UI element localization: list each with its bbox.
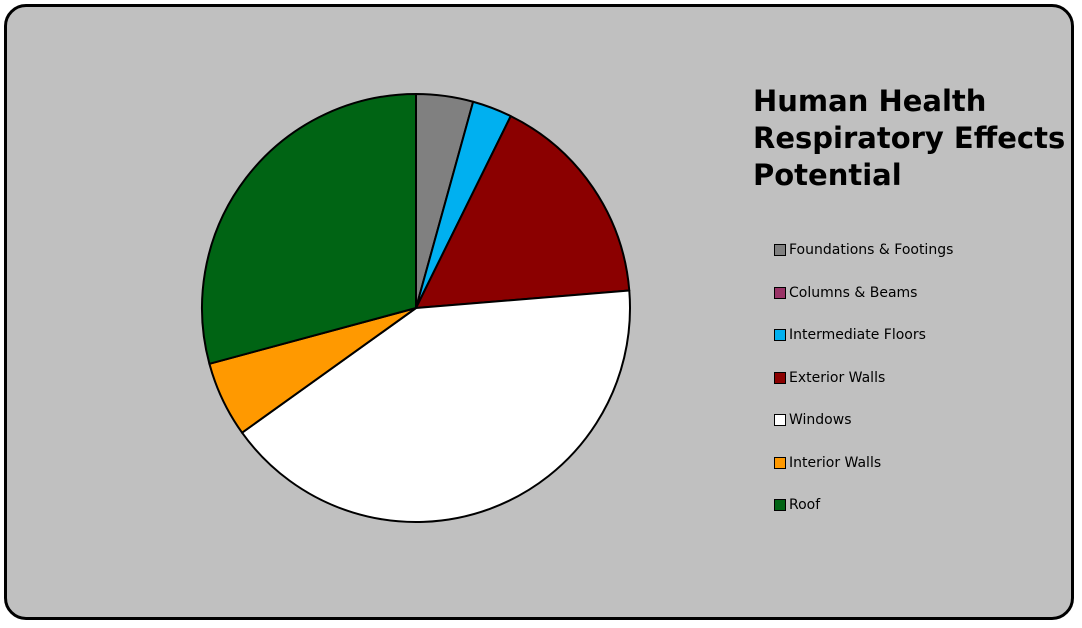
legend-label: Interior Walls [789,454,882,471]
legend-swatch [774,371,786,384]
legend-item-roof: Roof [774,484,953,527]
legend-swatch [774,329,786,342]
legend-label: Exterior Walls [789,369,886,386]
legend-label: Foundations & Footings [789,242,954,259]
legend-item-interior-walls: Interior Walls [774,442,953,485]
chart-title: Human Health Respiratory Effects Potenti… [753,84,1066,192]
legend-label: Roof [789,497,821,514]
legend-label: Columns & Beams [789,284,918,301]
legend-swatch [774,414,786,427]
chart-legend: Foundations & Footings Columns & Beams I… [774,229,953,527]
pie-slice-windows [241,289,631,523]
legend-label: Intermediate Floors [789,327,926,344]
legend-swatch [774,456,786,469]
legend-item-intermediate-floors: Intermediate Floors [774,314,953,357]
pie-slice-exterior-walls [415,115,631,309]
legend-swatch [774,286,786,299]
legend-swatch [774,499,786,512]
legend-label: Windows [789,412,852,429]
legend-item-windows: Windows [774,399,953,442]
pie-slice-roof [201,93,417,365]
legend-item-exterior-walls: Exterior Walls [774,357,953,400]
legend-item-foundations: Foundations & Footings [774,229,953,272]
legend-swatch [774,244,786,257]
legend-item-columns-beams: Columns & Beams [774,272,953,315]
